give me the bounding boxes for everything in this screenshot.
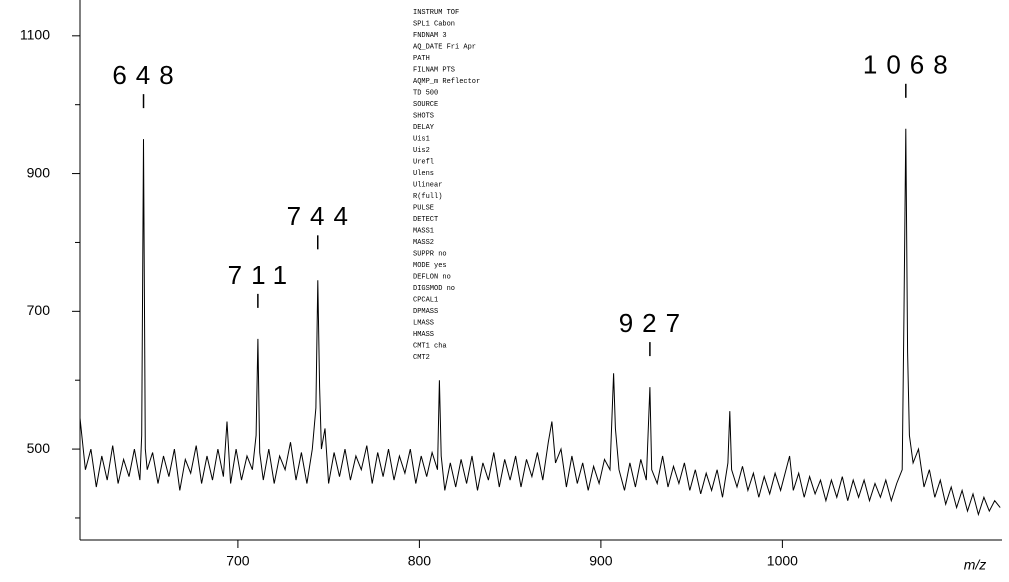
y-tick-label: 1100 [20, 27, 50, 43]
peak-label: 744 [287, 201, 357, 231]
info-line: CPCAL1 [413, 296, 438, 304]
info-line: MASS1 [413, 227, 434, 235]
info-line: AQ_DATE Fri Apr [413, 43, 476, 51]
info-line: PATH [413, 55, 430, 63]
info-line: R(full) [413, 193, 442, 201]
info-line: AQMP_m Reflector [413, 78, 480, 86]
peak-label: 711 [228, 260, 296, 290]
info-line: PULSE [413, 204, 434, 212]
info-line: DIGSMOD no [413, 285, 455, 293]
info-line: SHOTS [413, 112, 434, 120]
info-line: LMASS [413, 319, 434, 327]
info-line: MODE yes [413, 262, 447, 270]
info-line: FNDNAM 3 [413, 32, 447, 40]
y-tick-label: 500 [27, 440, 51, 456]
x-tick-label: 700 [226, 553, 250, 569]
y-tick-label: 900 [27, 164, 51, 180]
info-line: CMT1 cha [413, 342, 447, 350]
info-line: DPMASS [413, 308, 438, 316]
y-tick-label: 700 [27, 302, 51, 318]
info-line: DEFLON no [413, 273, 451, 281]
info-line: SOURCE [413, 101, 438, 109]
info-line: DETECT [413, 216, 438, 224]
info-line: MASS2 [413, 239, 434, 247]
info-line: SUPPR no [413, 250, 447, 258]
info-line: Uis1 [413, 135, 430, 143]
x-tick-label: 800 [408, 553, 432, 569]
x-axis-label: m/z [964, 557, 987, 573]
peak-label: 927 [619, 308, 689, 338]
info-line: FILNAM PTS [413, 66, 455, 74]
x-tick-label: 1000 [767, 553, 798, 569]
spectrum-line [79, 128, 1001, 517]
info-line: Uis2 [413, 147, 430, 155]
peak-label: 1068 [863, 50, 957, 80]
x-tick-label: 900 [589, 553, 613, 569]
peak-label: 648 [112, 60, 182, 90]
info-line: HMASS [413, 331, 434, 339]
info-line: CMT2 [413, 354, 430, 362]
info-line: Ulens [413, 170, 434, 178]
info-line: SPL1 Cabon [413, 20, 455, 28]
info-line: TD 500 [413, 89, 438, 97]
info-line: INSTRUM TOF [413, 9, 459, 17]
info-line: Urefl [413, 158, 434, 166]
info-line: DELAY [413, 124, 435, 132]
info-line: Ulinear [413, 181, 442, 189]
